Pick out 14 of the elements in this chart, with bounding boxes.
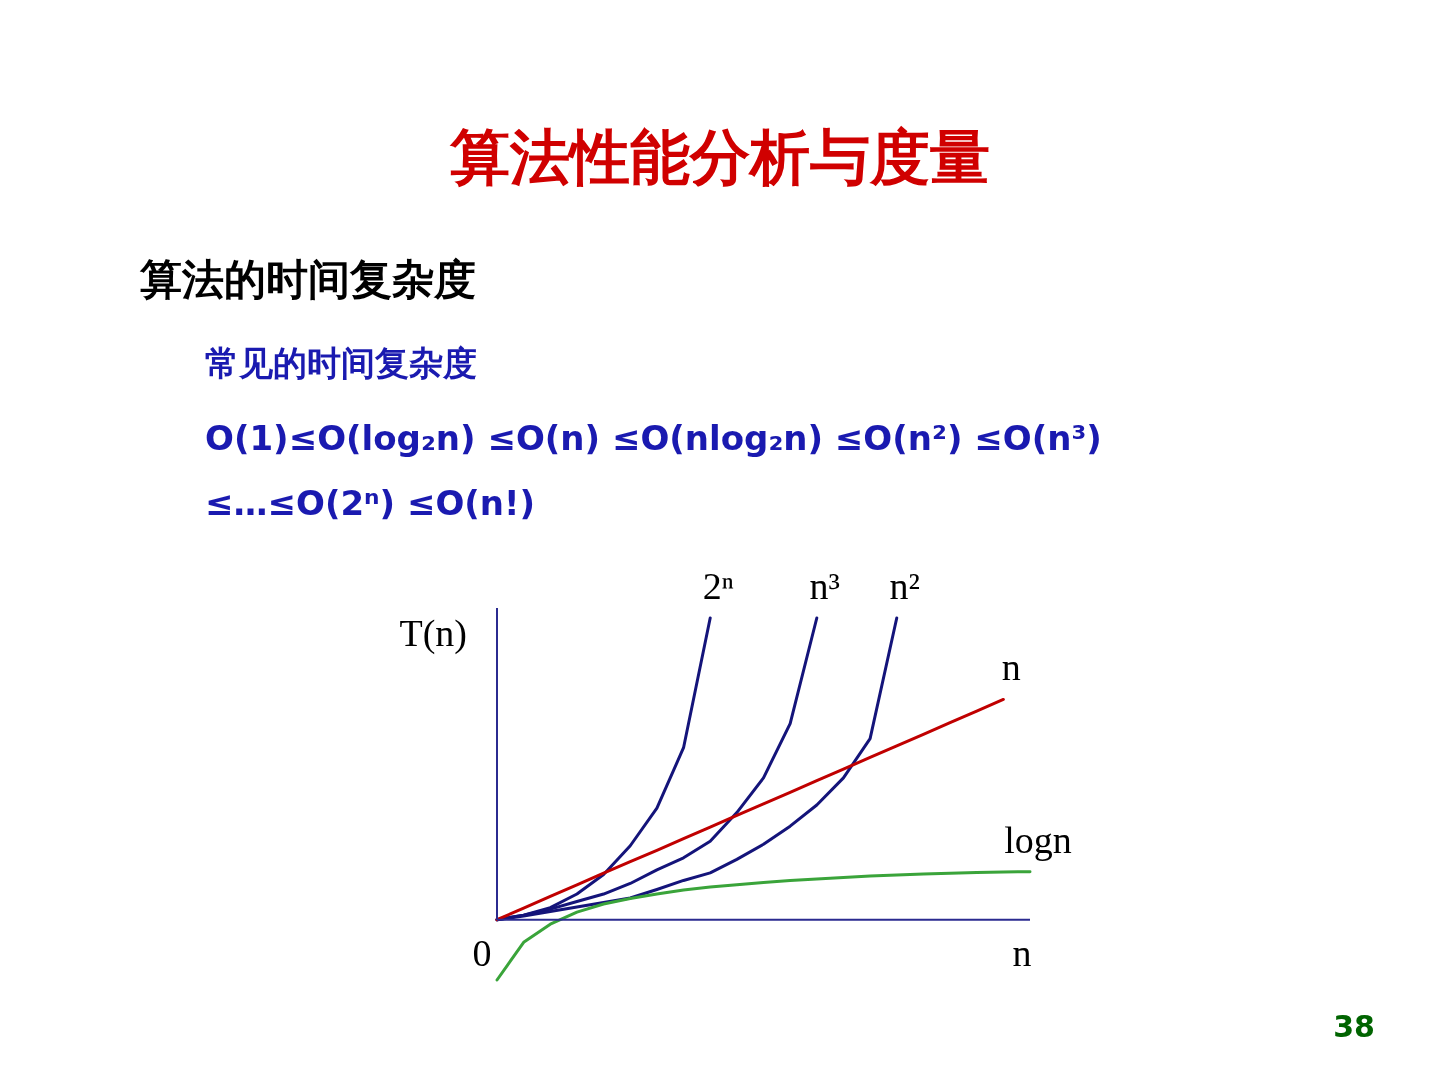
series-label: n²	[889, 565, 920, 607]
series-label: n	[1001, 646, 1021, 689]
x-axis-title: n	[1012, 932, 1032, 974]
text: 38	[1333, 1009, 1375, 1044]
text: O(1)≤O(log₂n) ≤O(n) ≤O(nlog₂n) ≤O(n²) ≤O(n³)	[205, 418, 1102, 458]
chart-subtitle: 算法的时间复杂度	[139, 255, 476, 304]
series-label: 2ⁿ	[702, 565, 734, 607]
y-axis-title: T(n)	[399, 612, 467, 655]
text: 常见的时间复杂度	[205, 343, 477, 383]
series-label: n³	[809, 565, 840, 607]
text: 0	[472, 932, 492, 974]
text: ≤…≤O(2ⁿ) ≤O(n!)	[205, 483, 536, 523]
series-label: logn	[1004, 818, 1072, 861]
chart-title: 算法性能分析与度量	[449, 122, 990, 192]
